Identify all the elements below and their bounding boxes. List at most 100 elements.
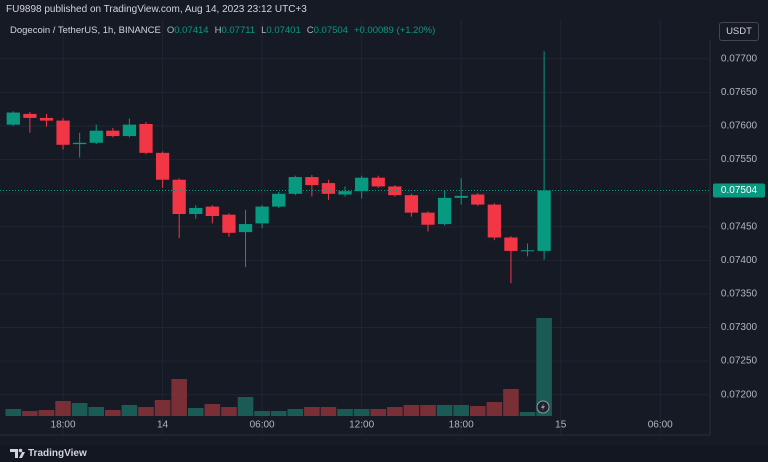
volume-bar [187, 408, 204, 416]
chart-background [0, 20, 768, 445]
volume-bar [370, 409, 387, 416]
volume-bar [304, 407, 320, 416]
candles [6, 51, 551, 284]
y-tick-label: 0.07250 [721, 356, 758, 367]
logo-part [10, 449, 18, 458]
alert-bolt [541, 403, 545, 411]
candle-body [222, 214, 236, 233]
candle-body [39, 117, 54, 121]
volume-bar [536, 318, 552, 416]
change: +0.00089 (+1.20%) [353, 25, 436, 36]
candle-body [139, 123, 153, 153]
symbol-legend: Dogecoin / TetherUS, 1h, BINANCE O0.07414… [10, 25, 435, 36]
volume-bar [171, 379, 187, 416]
volume-bar [71, 403, 88, 416]
x-tick-label: 06:00 [648, 420, 673, 431]
candle-body [305, 177, 319, 186]
logo-part [19, 452, 25, 458]
volume-bar [387, 407, 403, 416]
last-price-label: 0.07504 [721, 185, 758, 196]
candle-body [255, 206, 269, 224]
volume-bar [138, 407, 154, 416]
ohlc-key: H [214, 25, 222, 36]
ohlc-value: 0.07504 [313, 25, 348, 36]
ohlc-key: C [306, 25, 314, 36]
x-tick-label: 15 [555, 420, 567, 431]
candle-body [520, 250, 535, 252]
candle-body [56, 120, 70, 145]
candle-body [189, 207, 203, 214]
x-tick-label: 18:00 [449, 420, 474, 431]
x-tick-label: 06:00 [250, 420, 275, 431]
y-tick-label: 0.07400 [721, 255, 758, 266]
footer: TradingView [0, 445, 768, 462]
volume-bar [420, 405, 436, 416]
candle-body [338, 191, 352, 195]
candle-body [205, 206, 219, 217]
brand-logo [10, 448, 25, 458]
volume-bar [436, 405, 453, 416]
symbol: Dogecoin / TetherUS, 1h, BINANCE [10, 25, 161, 36]
candle-body [155, 152, 170, 180]
alert-icon[interactable] [536, 400, 550, 414]
candle-body [537, 190, 551, 251]
y-tick-label: 0.07200 [721, 389, 758, 400]
volume-bar [453, 405, 469, 416]
volume-bar [353, 409, 370, 416]
y-tick-label: 0.07700 [721, 53, 758, 64]
axes: 0.077000.076500.076000.075500.075000.074… [0, 53, 765, 431]
volume-bar [55, 401, 71, 416]
ohlc-key: L [261, 25, 267, 36]
volume-bar [337, 409, 353, 416]
ohlc-value: 0.07401 [266, 25, 301, 36]
currency-button[interactable]: USDT [719, 22, 759, 41]
volume-bar [204, 404, 221, 416]
volume-bar [105, 410, 121, 416]
candle-body [504, 237, 518, 251]
volume-bar [503, 389, 519, 416]
candle-body [288, 177, 302, 194]
candle-body [454, 195, 468, 198]
y-tick-label: 0.07300 [721, 322, 758, 333]
volume-bar [22, 411, 38, 416]
volume-bar [121, 405, 138, 416]
volume-bar [320, 407, 337, 416]
y-tick-label: 0.07550 [721, 154, 758, 165]
publisher-line: FU9898 published on TradingView.com, Aug… [6, 4, 307, 15]
x-tick-label: 14 [157, 420, 169, 431]
volume-bar [287, 409, 304, 416]
volume-bar [486, 402, 503, 416]
candle-body [437, 197, 452, 225]
volume-bar [403, 405, 420, 416]
candle-body [471, 194, 485, 205]
x-tick-label: 12:00 [349, 420, 374, 431]
last-price-box [713, 183, 765, 198]
volume-bar [5, 409, 22, 416]
ohlc-value: 0.07711 [221, 25, 256, 36]
volume-bar [154, 400, 171, 416]
volume-bar [469, 406, 486, 416]
volume-bar [88, 407, 105, 416]
volume-pane [5, 318, 552, 416]
volume-bar [519, 412, 536, 416]
candle-body [73, 142, 87, 145]
ohlc: O0.07414 H0.07711 L0.07401 C0.07504 [161, 25, 348, 36]
candle-body [238, 224, 253, 233]
candle-body [23, 113, 37, 118]
ohlc-key: O [166, 25, 175, 36]
y-tick-label: 0.07350 [721, 289, 758, 300]
volume-bar [221, 407, 237, 416]
candle-body [487, 204, 501, 238]
y-tick-label: 0.07600 [721, 121, 758, 132]
grid [0, 20, 710, 435]
x-tick-label: 18:00 [51, 420, 76, 431]
candle-body [122, 124, 137, 137]
y-tick-label: 0.07450 [721, 221, 758, 232]
candle-body [106, 130, 120, 137]
volume-bar [237, 397, 254, 416]
candle-body [89, 130, 103, 143]
ohlc-value: 0.07414 [174, 25, 209, 36]
candle-body [404, 195, 419, 213]
